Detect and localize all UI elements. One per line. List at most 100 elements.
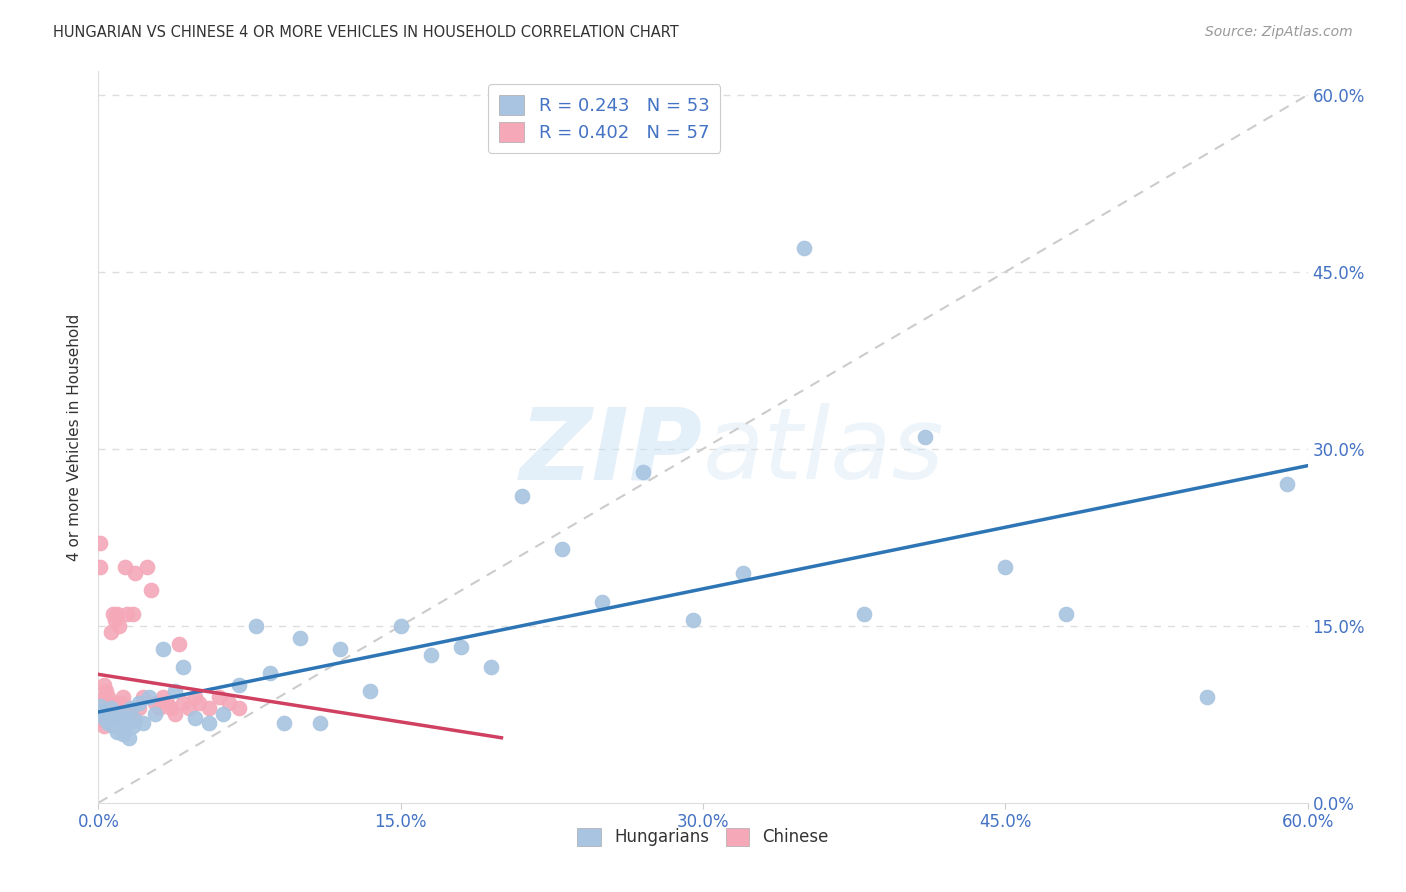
Point [96, 707, 118, 722]
Point [148, 701, 170, 715]
Point [96, 683, 118, 698]
Point [101, 701, 124, 715]
Point [128, 696, 150, 710]
Point [100, 707, 122, 722]
Point [273, 715, 295, 730]
Point [450, 640, 472, 654]
Point [420, 648, 443, 663]
Point [138, 690, 160, 704]
Point [139, 583, 162, 598]
Point [228, 701, 250, 715]
Point [631, 466, 654, 480]
Point [103, 696, 125, 710]
Point [115, 715, 138, 730]
Point [481, 660, 503, 674]
Point [163, 707, 186, 722]
Point [118, 701, 141, 715]
Point [682, 613, 704, 627]
Legend: Hungarians, Chinese: Hungarians, Chinese [571, 821, 835, 853]
Point [1054, 607, 1077, 621]
Point [259, 666, 281, 681]
Point [100, 624, 122, 639]
Point [103, 613, 125, 627]
Point [91, 707, 114, 722]
Point [91, 713, 114, 727]
Point [100, 701, 122, 715]
Point [360, 683, 382, 698]
Point [93, 678, 115, 692]
Point [93, 713, 115, 727]
Point [163, 683, 186, 698]
Point [733, 566, 755, 580]
Point [91, 701, 114, 715]
Point [96, 707, 118, 722]
Point [172, 660, 194, 674]
Point [172, 696, 194, 710]
Point [96, 696, 118, 710]
Point [228, 678, 250, 692]
Point [97, 701, 120, 715]
Point [111, 690, 134, 704]
Point [110, 696, 132, 710]
Point [93, 701, 115, 715]
Point [97, 715, 120, 730]
Point [143, 707, 166, 722]
Point [103, 713, 125, 727]
Point [184, 690, 207, 704]
Text: atlas: atlas [703, 403, 945, 500]
Point [89, 536, 111, 550]
Point [208, 690, 231, 704]
Point [121, 719, 143, 733]
Point [120, 707, 142, 722]
Point [124, 713, 146, 727]
Point [101, 707, 124, 722]
Point [120, 701, 142, 715]
Point [160, 701, 183, 715]
Point [188, 696, 211, 710]
Point [132, 690, 155, 704]
Point [121, 607, 143, 621]
Point [105, 607, 128, 621]
Point [97, 713, 120, 727]
Point [132, 715, 155, 730]
Point [914, 430, 936, 444]
Point [100, 696, 122, 710]
Point [245, 619, 267, 633]
Point [389, 619, 412, 633]
Point [1277, 477, 1299, 491]
Point [124, 566, 146, 580]
Point [105, 707, 128, 722]
Point [110, 701, 132, 715]
Point [994, 559, 1017, 574]
Point [107, 619, 129, 633]
Point [91, 704, 114, 718]
Point [212, 707, 235, 722]
Point [118, 731, 141, 745]
Text: ZIP: ZIP [520, 403, 703, 500]
Point [89, 559, 111, 574]
Point [329, 642, 352, 657]
Point [309, 715, 332, 730]
Point [93, 711, 115, 725]
Text: HUNGARIAN VS CHINESE 4 OR MORE VEHICLES IN HOUSEHOLD CORRELATION CHART: HUNGARIAN VS CHINESE 4 OR MORE VEHICLES … [53, 25, 679, 40]
Point [107, 707, 129, 722]
Point [1195, 690, 1218, 704]
Point [97, 690, 120, 704]
Point [114, 559, 136, 574]
Point [218, 696, 240, 710]
Y-axis label: 4 or more Vehicles in Household: 4 or more Vehicles in Household [67, 313, 83, 561]
Text: Source: ZipAtlas.com: Source: ZipAtlas.com [1205, 25, 1353, 39]
Point [143, 696, 166, 710]
Point [128, 701, 150, 715]
Point [135, 559, 157, 574]
Point [184, 711, 207, 725]
Point [115, 607, 138, 621]
Point [198, 701, 221, 715]
Point [591, 595, 613, 609]
Point [152, 642, 174, 657]
Point [156, 696, 179, 710]
Point [93, 719, 115, 733]
Point [510, 489, 533, 503]
Point [101, 719, 124, 733]
Point [105, 725, 128, 739]
